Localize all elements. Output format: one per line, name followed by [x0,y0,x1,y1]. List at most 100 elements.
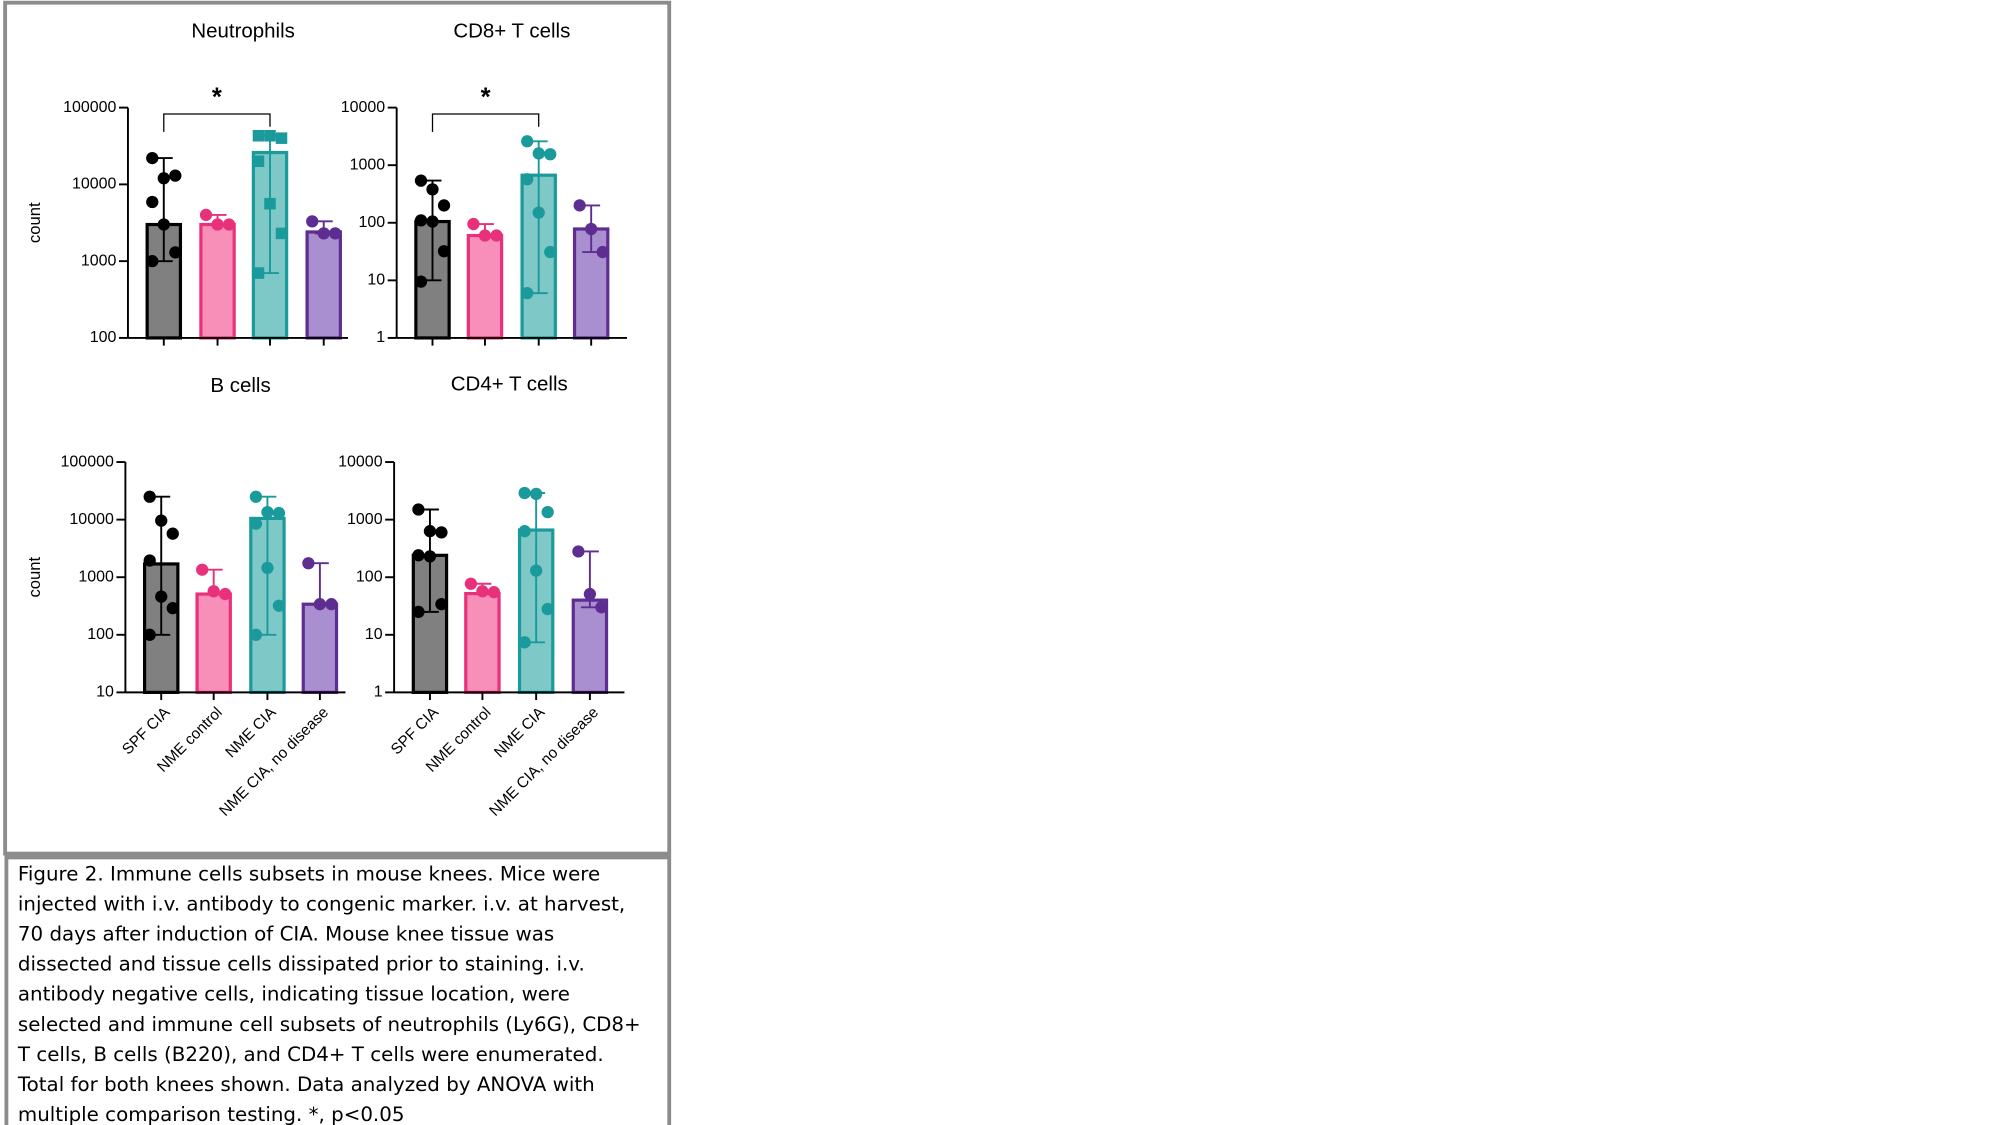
data-point [412,549,425,562]
data-point [595,601,608,614]
y-tick-label: 1 [376,329,385,346]
data-point [521,135,534,148]
y-tick-label: 1000 [78,568,114,585]
data-point [464,577,478,590]
data-point [272,506,286,520]
data-point [583,587,597,601]
data-point [532,206,545,219]
data-point [261,505,274,519]
data-point [272,599,286,612]
caption-line: Figure 2. Immune cells subsets in mouse … [18,862,600,885]
data-point [476,585,489,598]
data-point [585,222,598,236]
data-point [252,129,265,142]
data-point [414,174,428,187]
data-point [518,636,531,649]
chart-title: CD8+ T cells [453,20,570,43]
y-tick-label: 10 [365,626,383,643]
y-tick-label: 10000 [72,176,117,193]
data-point [169,246,182,259]
data-point [544,148,557,161]
y-tick-label: 100000 [61,453,114,470]
data-point [196,563,209,576]
chart-title: B cells [210,374,270,397]
data-point [166,602,179,615]
data-point [249,517,263,530]
y-tick-label: 10 [96,684,114,701]
caption-line: multiple comparison testing. *, p<0.05 [18,1103,405,1125]
y-tick-label: 1000 [350,156,386,173]
caption-frame [4,855,672,1125]
data-point [532,147,545,160]
y-tick-label: 10000 [338,453,383,470]
data-point [490,229,503,242]
data-point [329,227,342,240]
data-point [222,218,236,231]
bar [571,598,609,694]
data-point [437,199,451,212]
caption-line: antibody negative cells, indicating tiss… [18,983,570,1006]
data-point [435,598,448,611]
data-point [275,132,288,144]
y-tick-label: 100 [87,626,114,643]
bar [305,230,342,340]
data-point [518,525,531,538]
y-tick-label: 100 [356,568,383,585]
data-point [518,486,531,500]
bar [466,233,504,340]
data-point [143,628,156,641]
data-point [249,490,263,503]
data-point [325,598,338,611]
caption-line: T cells, B cells (B220), and CD4+ T cell… [17,1043,604,1066]
data-point [252,155,265,168]
data-point [219,587,232,601]
data-point [207,585,220,598]
y-tick-label: 10000 [341,99,386,116]
data-point [544,245,557,259]
significance-label: * [212,83,222,111]
data-point [211,218,224,231]
chart-title: Neutrophils [191,20,295,43]
caption-line: 70 days after induction of CIA. Mouse kn… [18,923,554,946]
data-point [573,199,586,212]
y-axis-label: count [25,202,44,243]
bar [464,591,501,694]
data-point [146,195,159,209]
y-tick-label: 100 [358,214,385,231]
x-tick-label: NME CIA, no disease [486,704,602,820]
figure-frame [3,0,672,856]
data-point [146,151,159,165]
data-point [143,554,156,567]
bar [301,602,339,694]
data-point [521,286,534,300]
data-point [306,215,319,228]
data-point [157,218,170,231]
data-point [155,514,168,527]
data-point [572,545,585,558]
data-point [146,255,159,268]
bar [195,592,232,694]
y-tick-label: 10 [367,272,385,289]
data-point [467,217,480,231]
data-point [157,172,170,185]
data-point [426,183,439,196]
significance-label: * [481,83,491,111]
y-axis-label: count [25,557,44,598]
data-point [249,628,263,641]
y-tick-label: 1000 [347,511,383,528]
data-point [199,208,213,222]
data-point [302,557,315,570]
data-point [423,550,437,563]
caption-line: Total for both knees shown. Data analyze… [17,1073,595,1096]
y-tick-label: 1000 [81,252,117,269]
data-point [155,590,168,603]
y-tick-label: 100 [90,329,117,346]
data-point [264,129,276,142]
data-point [252,267,265,279]
data-point [487,586,501,599]
significance-bracket [431,113,540,132]
data-point [423,525,437,538]
y-tick-label: 1 [374,684,383,701]
data-point [521,173,534,186]
